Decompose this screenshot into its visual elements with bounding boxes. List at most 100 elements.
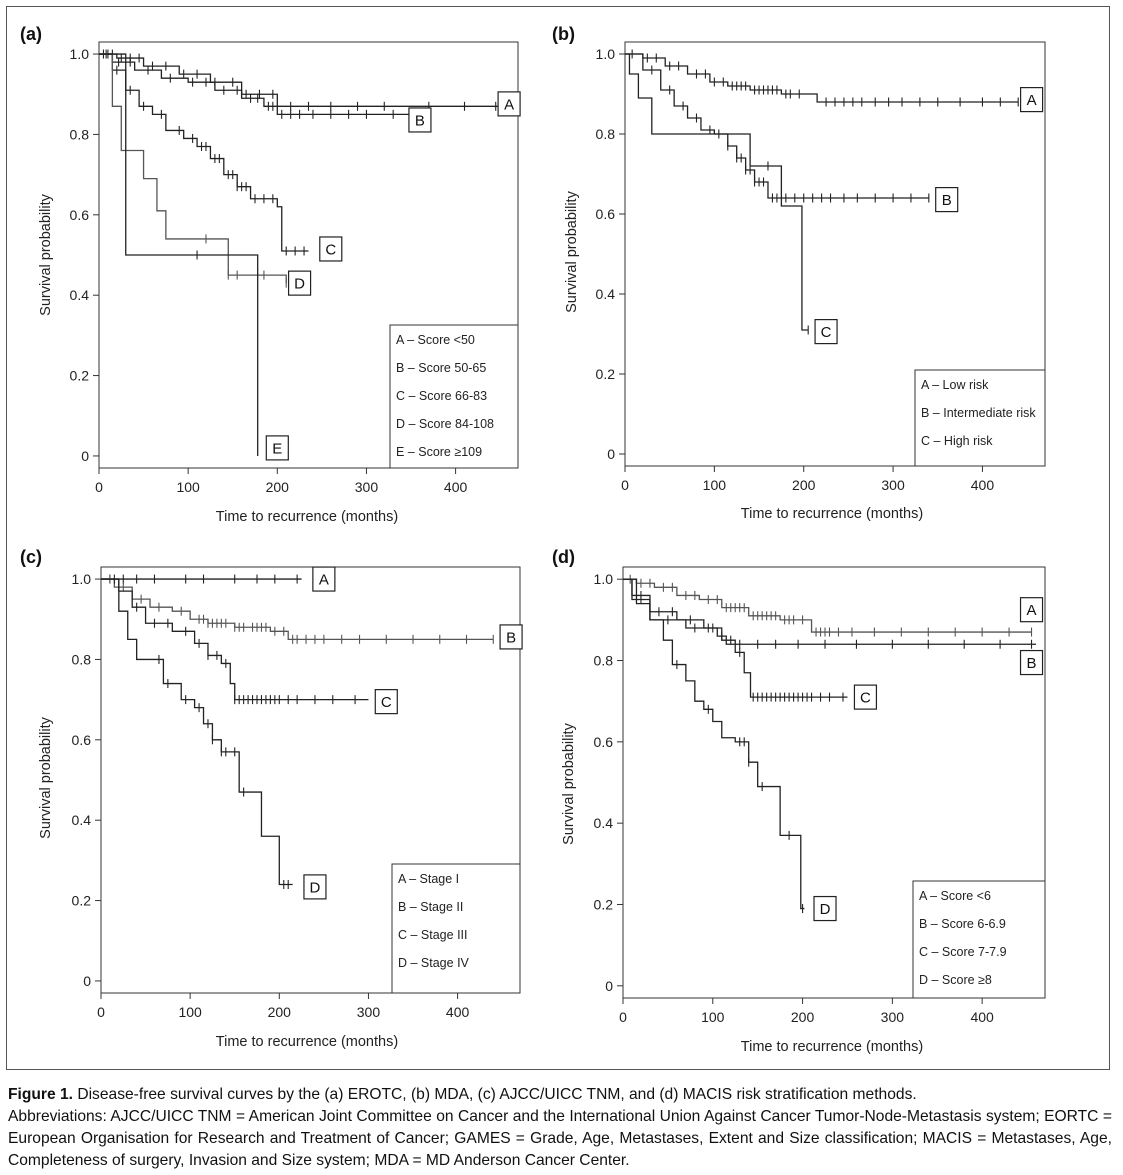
- series-C: [623, 578, 848, 702]
- legend: A – Score <50 B – Score 50-65 C – Score 66…: [389, 324, 519, 469]
- legend-box: [914, 369, 1046, 467]
- curve-label-A: A: [497, 91, 521, 117]
- curve-label-text: D: [310, 879, 321, 896]
- curve-label-A: A: [1019, 86, 1044, 113]
- x-tick-label: 400: [446, 1004, 470, 1020]
- y-tick-label: 0.2: [70, 368, 90, 384]
- legend-entry-B: B – Stage II: [398, 900, 463, 914]
- chart-panel-c: (c) 0 0.2 0.4 0.6 0.8 1.0 0 100 200 300 400 Time to …: [20, 547, 523, 1050]
- curve-label-box: [813, 895, 837, 922]
- legend-entry-B: B – Score 50-65: [396, 361, 486, 375]
- series-line-B: [101, 578, 494, 640]
- x-tick-label: 100: [176, 479, 200, 495]
- legend-box: [389, 324, 519, 469]
- series-line-A: [99, 53, 501, 107]
- x-tick-label: 0: [95, 479, 103, 495]
- curve-label-D: D: [813, 895, 837, 922]
- x-tick-label: 200: [791, 1009, 815, 1025]
- curve-label-C: C: [319, 236, 343, 262]
- y-axis-label: Survival probability: [38, 716, 54, 838]
- legend-entry-C: C – Score 7-7.9: [919, 945, 1007, 959]
- curve-label-B: B: [408, 107, 432, 133]
- curve-label-box: [853, 684, 878, 710]
- legend-entry-A: A – Stage I: [398, 872, 459, 886]
- curve-label-box: [265, 435, 289, 461]
- series-A: [99, 49, 501, 111]
- series-D: [101, 578, 293, 889]
- series-B: [625, 53, 930, 203]
- y-tick-label: 0.2: [594, 896, 614, 912]
- series-D: [623, 578, 805, 914]
- y-axis-label: Survival probability: [564, 190, 580, 312]
- curve-label-text: A: [319, 572, 329, 589]
- curve-label-text: C: [860, 690, 871, 707]
- y-tick-label: 0.8: [72, 651, 92, 667]
- x-tick-label: 300: [355, 479, 379, 495]
- curve-label-box: [408, 107, 432, 133]
- legend-entry-C: C – Stage III: [398, 928, 467, 942]
- x-tick-label: 300: [881, 477, 905, 493]
- legend-entry-C: C – Score 66-83: [396, 389, 487, 403]
- series-line-A: [623, 578, 1032, 633]
- plot-frame: [622, 566, 1046, 999]
- curve-label-box: [374, 689, 398, 715]
- x-axis-label: Time to recurrence (months): [741, 1039, 923, 1055]
- curve-label-A: A: [1019, 597, 1044, 623]
- x-tick-label: 300: [881, 1009, 905, 1025]
- y-axis-label: Survival probability: [561, 722, 577, 844]
- curve-label-text: A: [1027, 602, 1037, 619]
- series-A: [623, 574, 1033, 637]
- series-line-C: [101, 578, 369, 701]
- series-C: [101, 574, 369, 705]
- y-tick-label: 0.8: [594, 653, 614, 669]
- curve-label-box: [312, 566, 336, 592]
- y-tick-label: 0: [605, 978, 613, 994]
- x-tick-label: 400: [444, 479, 468, 495]
- curve-label-text: B: [942, 192, 952, 209]
- caption-title-line: Figure 1. Disease-free survival curves b…: [8, 1084, 1112, 1106]
- x-tick-label: 400: [971, 477, 995, 493]
- legend-entry-A: A – Score <6: [919, 889, 991, 903]
- curve-label-box: [1019, 86, 1044, 113]
- y-tick-label: 1.0: [594, 571, 614, 587]
- y-tick-label: 1.0: [70, 46, 90, 62]
- curve-label-box: [499, 624, 523, 650]
- caption-title: Disease-free survival curves by the (a) …: [73, 1086, 917, 1103]
- series-A: [625, 49, 1019, 107]
- curve-label-A: A: [312, 566, 336, 592]
- curve-label-E: E: [265, 435, 289, 461]
- x-tick-label: 200: [266, 479, 290, 495]
- caption-label: Figure 1.: [8, 1086, 73, 1103]
- series-line-D: [99, 53, 287, 284]
- x-tick-label: 100: [701, 1009, 725, 1025]
- curve-label-box: [287, 270, 312, 296]
- y-tick-label: 1.0: [596, 46, 616, 62]
- x-tick-label: 400: [970, 1009, 994, 1025]
- curve-label-text: E: [272, 440, 282, 457]
- series-A: [101, 574, 302, 584]
- legend-entry-D: D – Stage IV: [398, 956, 470, 970]
- series-line-D: [623, 578, 805, 910]
- series-line-C: [99, 53, 309, 252]
- plot-frame: [98, 41, 519, 469]
- series-B: [623, 578, 1037, 649]
- chart-panel-a: (a) 0 0.2 0.4 0.6 0.8 1.0 0 100 200 300 400 Time to …: [20, 24, 521, 525]
- legend: A – Stage I B – Stage II C – Stage III D – …: [391, 863, 521, 994]
- curve-label-box: [814, 319, 838, 345]
- series-line-B: [625, 53, 929, 199]
- curve-label-text: A: [1027, 92, 1037, 109]
- x-tick-label: 300: [357, 1004, 381, 1020]
- curve-label-box: [1019, 597, 1044, 623]
- plot-frame: [100, 566, 521, 994]
- y-tick-label: 0.6: [596, 206, 616, 222]
- legend: A – Score <6 B – Score 6-6.9 C – Score 7-7…: [912, 880, 1046, 999]
- panel-label: (a): [20, 24, 42, 44]
- y-tick-label: 0: [81, 448, 89, 464]
- series-line-E: [99, 53, 259, 456]
- legend-entry-A: A – Score <50: [396, 333, 475, 347]
- series-line-C: [623, 578, 848, 698]
- panel-label: (b): [552, 24, 575, 44]
- x-tick-label: 200: [792, 477, 816, 493]
- series-B: [101, 574, 494, 644]
- curve-label-D: D: [303, 874, 327, 900]
